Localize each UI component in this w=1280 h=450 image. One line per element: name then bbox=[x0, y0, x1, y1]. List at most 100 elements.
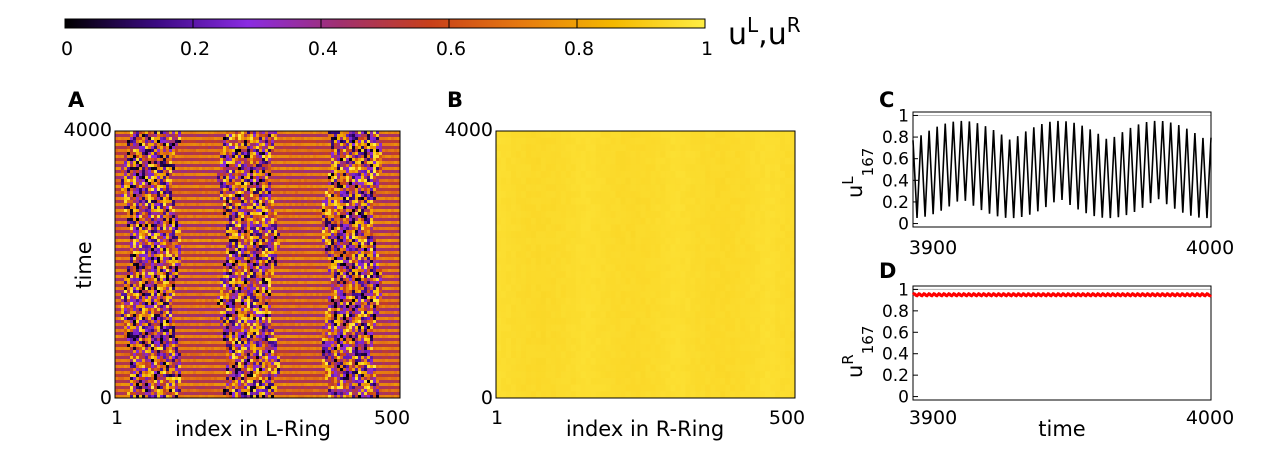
heatmap-a-cell bbox=[184, 257, 188, 261]
heatmap-a-cell bbox=[223, 257, 227, 261]
heatmap-a-cell bbox=[211, 203, 215, 207]
heatmap-a-cell bbox=[319, 185, 323, 189]
heatmap-a-cell bbox=[367, 149, 371, 153]
heatmap-a-cell bbox=[289, 239, 293, 243]
heatmap-a-cell bbox=[178, 227, 182, 231]
heatmap-a-cell bbox=[280, 164, 284, 168]
heatmap-a-cell bbox=[325, 272, 329, 276]
heatmap-a-cell bbox=[223, 194, 227, 198]
heatmap-a-cell bbox=[385, 158, 389, 162]
heatmap-a-cell bbox=[271, 242, 275, 246]
heatmap-a-cell bbox=[223, 155, 227, 159]
heatmap-a-cell bbox=[130, 152, 134, 156]
heatmap-a-cell bbox=[211, 230, 215, 234]
heatmap-a-cell bbox=[361, 254, 365, 258]
heatmap-a-cell bbox=[391, 266, 395, 270]
heatmap-a-cell bbox=[262, 215, 266, 219]
heatmap-a-cell bbox=[319, 263, 323, 267]
heatmap-a-cell bbox=[133, 137, 137, 141]
heatmap-a-cell bbox=[280, 230, 284, 234]
heatmap-a-cell bbox=[313, 158, 317, 162]
heatmap-a-cell bbox=[205, 194, 209, 198]
heatmap-a-cell bbox=[295, 140, 299, 144]
heatmap-a-cell bbox=[142, 266, 146, 270]
heatmap-a-cell bbox=[370, 134, 374, 138]
heatmap-a-cell bbox=[313, 179, 317, 183]
heatmap-a-cell bbox=[268, 212, 272, 216]
heatmap-a-cell bbox=[331, 218, 335, 222]
heatmap-a-cell bbox=[388, 263, 392, 267]
heatmap-a-cell bbox=[166, 284, 170, 288]
heatmap-a-cell bbox=[376, 179, 380, 183]
heatmap-a-cell bbox=[349, 269, 353, 273]
heatmap-a-cell bbox=[271, 188, 275, 192]
heatmap-a-cell bbox=[217, 266, 221, 270]
heatmap-a-cell bbox=[124, 266, 128, 270]
heatmap-a-cell bbox=[211, 152, 215, 156]
heatmap-a-cell bbox=[118, 242, 122, 246]
heatmap-a-cell bbox=[205, 287, 209, 291]
heatmap-a-cell bbox=[226, 236, 230, 240]
heatmap-a-cell bbox=[199, 218, 203, 222]
heatmap-a-cell bbox=[295, 284, 299, 288]
heatmap-a-cell bbox=[208, 260, 212, 264]
heatmap-a-cell bbox=[355, 161, 359, 165]
heatmap-a-cell bbox=[265, 164, 269, 168]
heatmap-a-cell bbox=[355, 152, 359, 156]
heatmap-a-cell bbox=[166, 152, 170, 156]
heatmap-a-cell bbox=[274, 173, 278, 177]
heatmap-a-cell bbox=[235, 182, 239, 186]
heatmap-a-cell bbox=[157, 179, 161, 183]
heatmap-a-cell bbox=[397, 239, 401, 243]
heatmap-a-cell bbox=[277, 179, 281, 183]
heatmap-a-cell bbox=[121, 236, 125, 240]
heatmap-a-cell bbox=[124, 146, 128, 150]
heatmap-a-cell bbox=[277, 239, 281, 243]
heatmap-a-cell bbox=[277, 173, 281, 177]
heatmap-a-cell bbox=[151, 209, 155, 213]
heatmap-a-cell bbox=[121, 200, 125, 204]
heatmap-a-cell bbox=[214, 233, 218, 237]
heatmap-a-cell bbox=[133, 272, 137, 276]
heatmap-a-cell bbox=[145, 167, 149, 171]
heatmap-a-cell bbox=[187, 254, 191, 258]
heatmap-a-cell bbox=[274, 218, 278, 222]
heatmap-a-cell bbox=[178, 191, 182, 195]
heatmap-a-cell bbox=[388, 134, 392, 138]
heatmap-a-cell bbox=[370, 149, 374, 153]
heatmap-a-cell bbox=[121, 161, 125, 165]
heatmap-a-cell bbox=[241, 131, 245, 135]
heatmap-a-cell bbox=[262, 167, 266, 171]
heatmap-a-cell bbox=[379, 188, 383, 192]
heatmap-a-cell bbox=[337, 143, 341, 147]
heatmap-a-cell bbox=[250, 236, 254, 240]
heatmap-a-cell bbox=[391, 275, 395, 279]
heatmap-a-cell bbox=[334, 143, 338, 147]
heatmap-a-cell bbox=[238, 248, 242, 252]
heatmap-a-cell bbox=[370, 233, 374, 237]
heatmap-a-cell bbox=[349, 149, 353, 153]
heatmap-a-cell bbox=[382, 185, 386, 189]
heatmap-a-cell bbox=[289, 170, 293, 174]
heatmap-a-cell bbox=[232, 242, 236, 246]
heatmap-a-cell bbox=[289, 152, 293, 156]
heatmap-a-cell bbox=[244, 239, 248, 243]
heatmap-a-cell bbox=[283, 185, 287, 189]
heatmap-a-cell bbox=[298, 206, 302, 210]
heatmap-a-cell bbox=[322, 182, 326, 186]
heatmap-a-cell bbox=[310, 173, 314, 177]
heatmap-a-cell bbox=[145, 287, 149, 291]
heatmap-a-cell bbox=[145, 173, 149, 177]
heatmap-a-cell bbox=[379, 257, 383, 261]
heatmap-a-cell bbox=[211, 284, 215, 288]
heatmap-a-cell bbox=[382, 167, 386, 171]
heatmap-a-cell bbox=[250, 212, 254, 216]
heatmap-a-cell bbox=[388, 197, 392, 201]
heatmap-a-cell bbox=[280, 242, 284, 246]
heatmap-a-cell bbox=[358, 221, 362, 225]
heatmap-a-cell bbox=[202, 257, 206, 261]
heatmap-a-cell bbox=[229, 248, 233, 252]
heatmap-a-cell bbox=[325, 263, 329, 267]
heatmap-a-cell bbox=[193, 281, 197, 285]
heatmap-a-cell bbox=[391, 245, 395, 249]
